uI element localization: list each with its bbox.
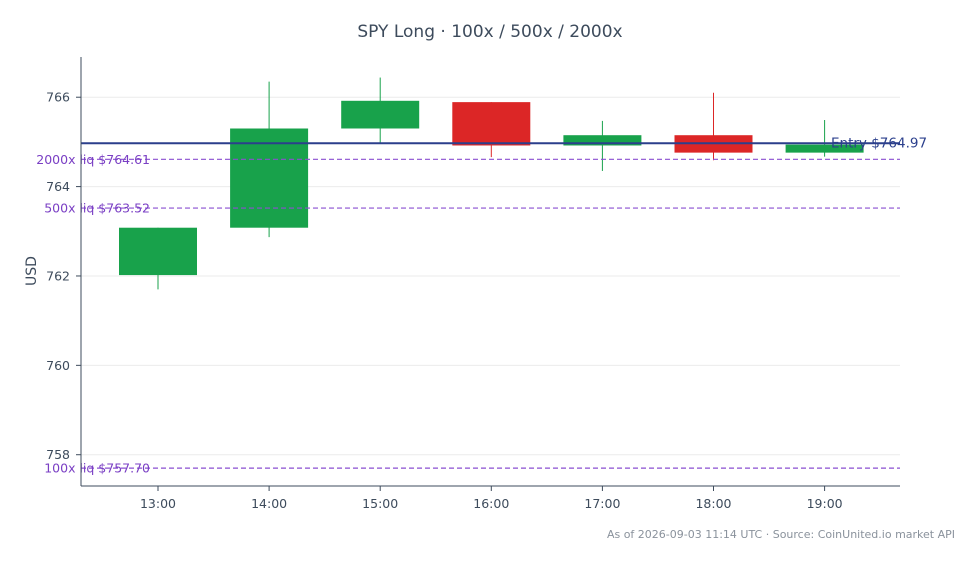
candle-body — [785, 144, 864, 153]
x-tick-label: 18:00 — [695, 496, 731, 511]
liquidation-label: 500x liq $763.52 — [44, 201, 150, 216]
y-axis-label: USD — [24, 256, 40, 286]
x-tick-label: 14:00 — [251, 496, 287, 511]
candle-body — [119, 227, 197, 276]
y-tick-label: 760 — [46, 358, 70, 373]
candle-body — [452, 102, 531, 146]
y-tick-label: 758 — [46, 447, 70, 462]
liquidation-label: 100x liq $757.70 — [44, 461, 150, 476]
y-tick-label: 762 — [46, 268, 70, 283]
x-tick-label: 13:00 — [140, 496, 176, 511]
x-tick-label: 16:00 — [473, 496, 509, 511]
candles — [119, 77, 864, 290]
liquidation-label: 2000x liq $764.61 — [36, 152, 150, 167]
footer-source: As of 2026-09-03 11:14 UTC · Source: Coi… — [607, 528, 955, 541]
x-tick-label: 17:00 — [584, 496, 620, 511]
grid-lines — [81, 96, 900, 456]
y-tick-label: 766 — [46, 90, 70, 105]
price-levels: 2000x liq $764.61 500x liq $763.52 100x li… — [36, 136, 927, 476]
candle-body — [230, 128, 309, 228]
entry-label: Entry $764.97 — [831, 136, 927, 152]
chart-title: SPY Long · 100x / 500x / 2000x — [357, 22, 622, 42]
x-tick-label: 15:00 — [362, 496, 398, 511]
candle-body — [563, 135, 642, 146]
axes: 758 760 762 764 766 13:00 14:00 15:00 16:00 17:00… — [46, 57, 900, 511]
candle-body — [341, 100, 420, 129]
x-tick-label: 19:00 — [807, 496, 843, 511]
y-tick-label: 764 — [46, 179, 70, 194]
